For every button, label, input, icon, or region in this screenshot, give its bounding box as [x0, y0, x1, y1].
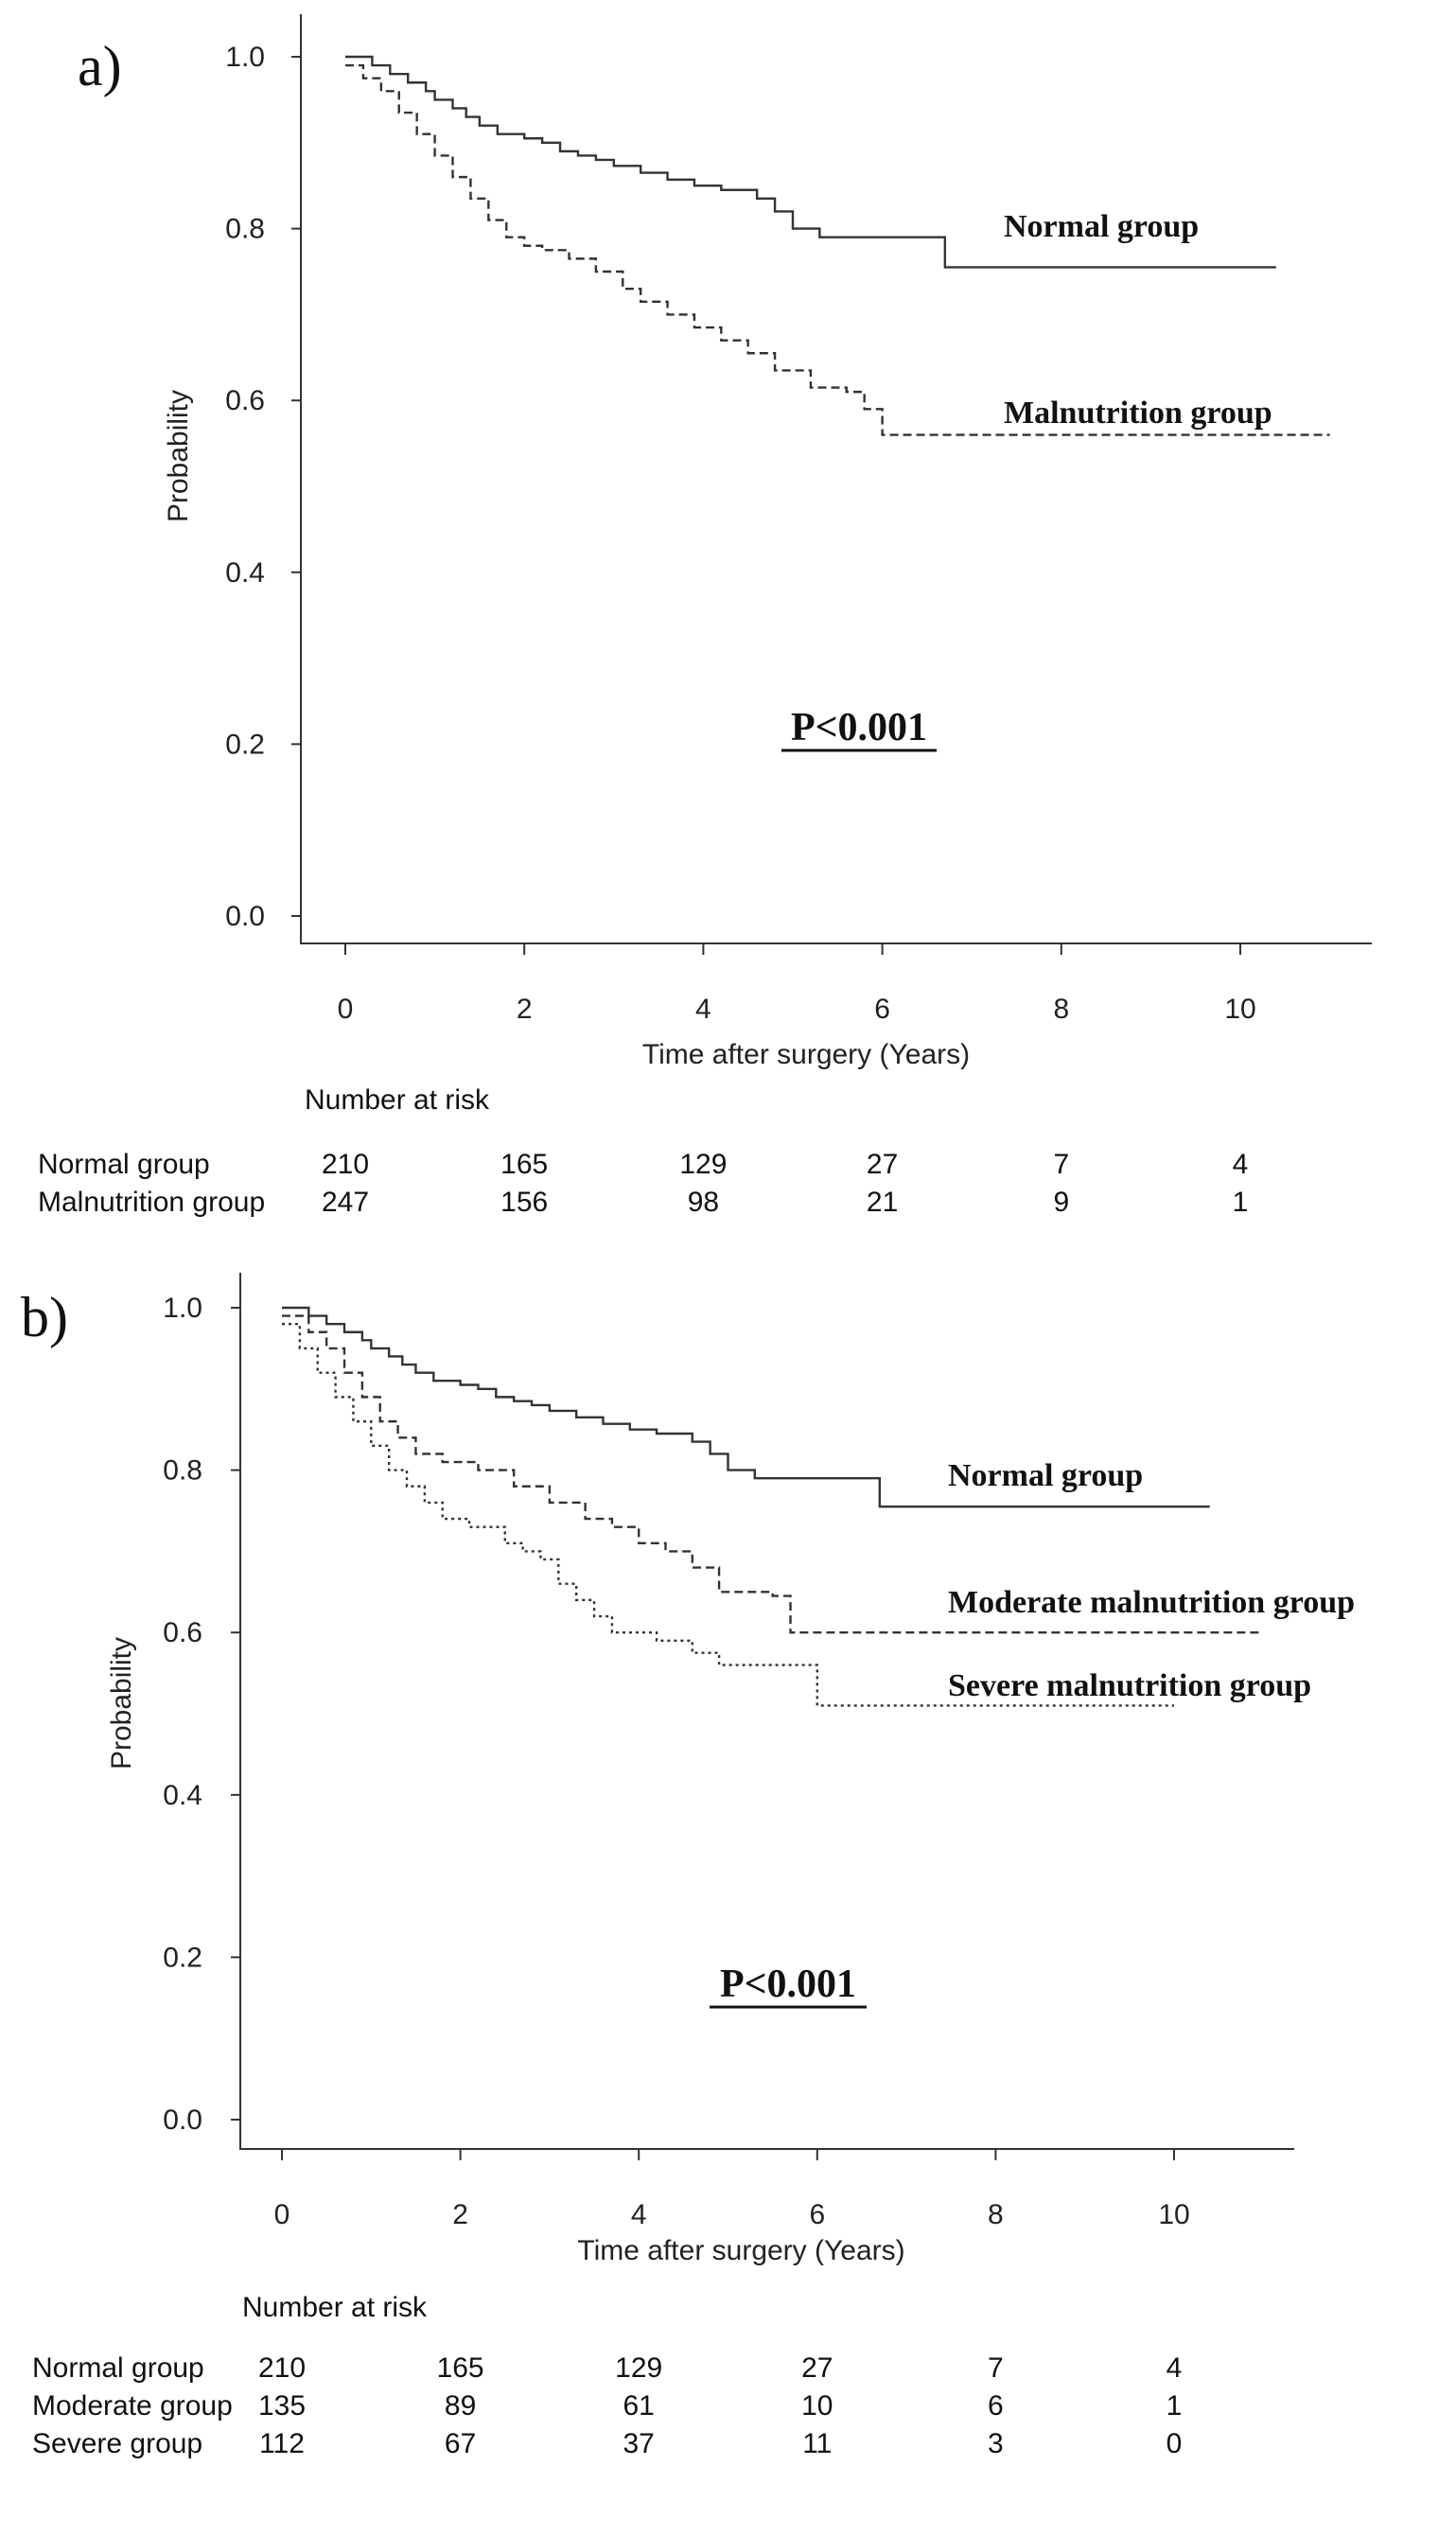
- risk-count: 247: [322, 1187, 369, 1218]
- risk-count: 67: [445, 2428, 476, 2459]
- x-tick-label: 8: [1053, 994, 1069, 1025]
- y-tick-label: 1.0: [163, 1293, 202, 1324]
- series-label: Severe malnutrition group: [948, 1668, 1311, 1703]
- risk-count: 11: [802, 2428, 832, 2459]
- axes-frame: [239, 1273, 1294, 2150]
- risk-count: 21: [867, 1187, 898, 1218]
- risk-count: 6: [988, 2390, 1004, 2422]
- series-label: Normal group: [948, 1458, 1143, 1493]
- risk-count: 156: [500, 1187, 548, 1218]
- risk-count: 89: [445, 2390, 476, 2422]
- y-tick-label: 0.6: [225, 385, 265, 416]
- survival-curve-solid: [345, 55, 1276, 269]
- survival-curve-dotted: [282, 1322, 1174, 1707]
- risk-count: 27: [801, 2352, 833, 2384]
- risk-count: 61: [623, 2390, 655, 2422]
- risk-count: 129: [679, 1149, 727, 1180]
- risk-table-title: Number at risk: [305, 1084, 490, 1116]
- risk-count: 37: [623, 2428, 655, 2459]
- y-tick-label: 1.0: [225, 42, 265, 73]
- risk-row-label: Normal group: [32, 2352, 204, 2384]
- y-tick-label: 0.8: [225, 214, 265, 245]
- risk-count: 210: [322, 1149, 369, 1180]
- series-label: Normal group: [1004, 209, 1199, 244]
- p-value: P<0.001: [720, 1963, 856, 2006]
- x-tick-label: 6: [809, 2199, 825, 2230]
- y-tick-label: 0.6: [163, 1617, 202, 1648]
- panel-label: b): [21, 1286, 68, 1348]
- risk-count: 3: [988, 2428, 1004, 2459]
- y-tick-label: 0.2: [225, 729, 265, 760]
- y-axis-title: Probability: [106, 1637, 137, 1770]
- risk-count: 112: [259, 2428, 305, 2459]
- risk-count: 4: [1233, 1149, 1249, 1180]
- x-tick-label: 0: [338, 994, 354, 1025]
- x-axis-title: Time after surgery (Years): [577, 2235, 904, 2266]
- risk-row-label: Moderate group: [32, 2390, 233, 2422]
- y-tick-label: 0.2: [163, 1942, 202, 1973]
- risk-count: 98: [688, 1187, 719, 1218]
- risk-table-title: Number at risk: [242, 2292, 428, 2323]
- risk-count: 135: [258, 2390, 306, 2422]
- p-value: P<0.001: [791, 706, 927, 749]
- x-tick-label: 2: [517, 994, 533, 1025]
- risk-count: 165: [500, 1149, 548, 1180]
- x-axis-title: Time after surgery (Years): [642, 1039, 970, 1070]
- risk-count: 1: [1233, 1187, 1249, 1218]
- x-tick-label: 10: [1224, 994, 1255, 1025]
- risk-count: 7: [1053, 1149, 1069, 1180]
- risk-count: 4: [1167, 2352, 1183, 2384]
- risk-row-label: Malnutrition group: [38, 1187, 265, 1218]
- x-tick-label: 4: [695, 994, 711, 1025]
- risk-count: 9: [1053, 1187, 1069, 1218]
- x-tick-label: 4: [631, 2199, 647, 2230]
- series-label: Malnutrition group: [1004, 396, 1272, 431]
- risk-row-label: Normal group: [38, 1149, 210, 1180]
- y-tick-label: 0.0: [225, 901, 265, 932]
- survival-curve-solid: [282, 1306, 1210, 1508]
- x-tick-label: 8: [988, 2199, 1004, 2230]
- y-axis-title: Probability: [163, 390, 194, 522]
- risk-count: 210: [258, 2352, 306, 2384]
- y-tick-label: 0.8: [163, 1455, 202, 1487]
- x-tick-label: 6: [874, 994, 890, 1025]
- y-tick-label: 0.4: [163, 1780, 202, 1811]
- risk-count: 27: [867, 1149, 898, 1180]
- series-label: Moderate malnutrition group: [948, 1585, 1355, 1620]
- risk-count: 129: [615, 2352, 662, 2384]
- panel-label: a): [78, 35, 122, 97]
- risk-count: 7: [988, 2352, 1004, 2384]
- risk-count: 0: [1167, 2428, 1183, 2459]
- x-tick-label: 0: [274, 2199, 290, 2230]
- risk-count: 1: [1167, 2390, 1183, 2422]
- risk-count: 165: [437, 2352, 484, 2384]
- risk-count: 10: [801, 2390, 833, 2422]
- y-tick-label: 0.0: [163, 2105, 202, 2136]
- x-tick-label: 2: [452, 2199, 468, 2230]
- survival-curve-dashed: [345, 63, 1330, 436]
- risk-row-label: Severe group: [32, 2428, 202, 2459]
- axes-frame: [300, 14, 1372, 944]
- x-tick-label: 10: [1158, 2199, 1189, 2230]
- y-tick-label: 0.4: [225, 557, 265, 589]
